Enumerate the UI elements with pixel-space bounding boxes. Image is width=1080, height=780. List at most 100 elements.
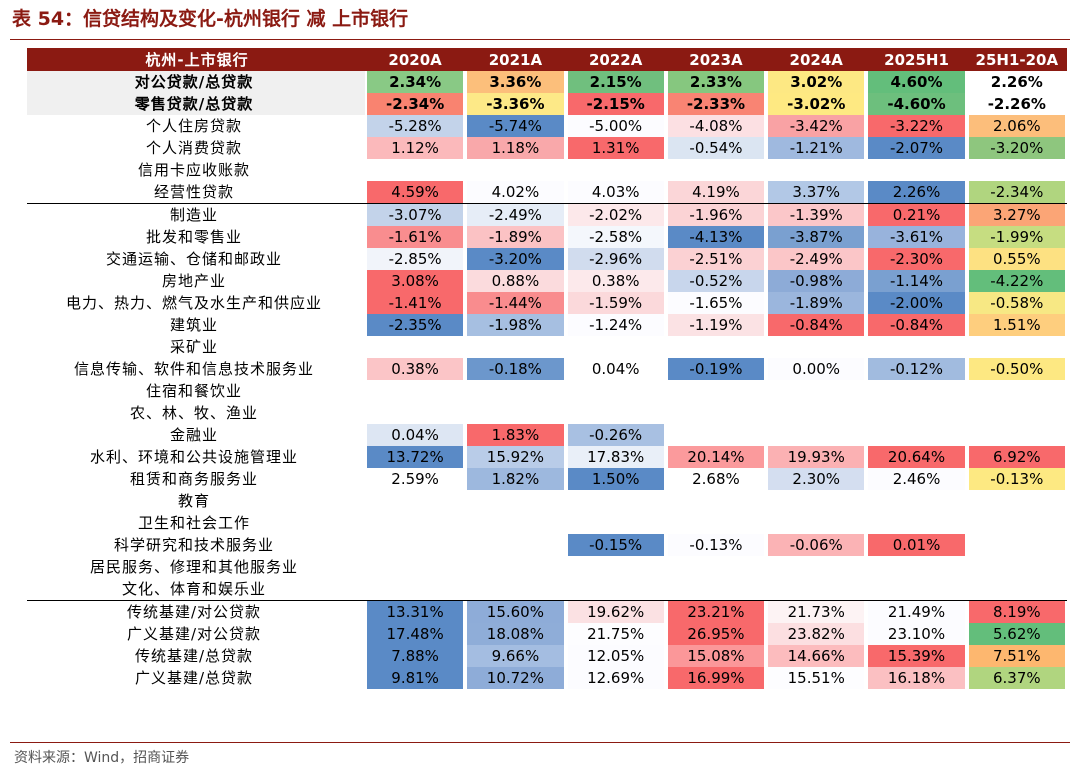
value-text: -2.49% bbox=[467, 204, 564, 226]
value-text: 10.72% bbox=[467, 667, 564, 689]
value-cell: 15.51% bbox=[766, 667, 866, 689]
value-cell: 7.88% bbox=[365, 645, 465, 667]
value-cell: -4.60% bbox=[866, 93, 966, 115]
header-row: 杭州-上市银行 2020A 2021A 2022A 2023A 2024A 20… bbox=[27, 48, 1067, 71]
value-cell: 4.59% bbox=[365, 181, 465, 204]
value-cell: 3.08% bbox=[365, 270, 465, 292]
value-text bbox=[868, 336, 964, 358]
value-cell: 2.26% bbox=[967, 71, 1067, 93]
value-text: 26.95% bbox=[667, 623, 765, 645]
value-cell: 2.06% bbox=[967, 115, 1067, 137]
value-text: 3.27% bbox=[968, 204, 1065, 226]
value-text: 2.26% bbox=[968, 71, 1065, 93]
value-cell bbox=[866, 578, 966, 601]
table-row: 居民服务、修理和其他服务业 bbox=[27, 556, 1067, 578]
value-text: 5.62% bbox=[968, 623, 1065, 645]
value-text bbox=[367, 534, 463, 556]
value-text: 0.04% bbox=[366, 424, 464, 446]
value-text: 6.37% bbox=[968, 667, 1065, 689]
value-cell: 19.62% bbox=[565, 600, 666, 623]
value-text bbox=[969, 336, 1065, 358]
value-text: -2.35% bbox=[366, 314, 464, 336]
header-change: 25H1-20A bbox=[966, 48, 1067, 71]
value-cell bbox=[666, 380, 766, 402]
value-cell: 14.66% bbox=[766, 645, 866, 667]
value-cell: -4.22% bbox=[967, 270, 1067, 292]
value-cell bbox=[967, 336, 1067, 358]
value-cell: -5.00% bbox=[566, 115, 666, 137]
value-text: -1.14% bbox=[868, 270, 965, 292]
value-text bbox=[668, 578, 764, 600]
value-cell bbox=[365, 556, 465, 578]
value-cell: 9.66% bbox=[465, 645, 565, 667]
value-text: -1.61% bbox=[366, 226, 464, 248]
header-2023a: 2023A bbox=[665, 48, 767, 71]
row-label: 信用卡应收账款 bbox=[137, 161, 250, 179]
value-cell: 13.31% bbox=[364, 600, 466, 623]
value-text: 2.59% bbox=[366, 468, 464, 490]
value-text: 23.82% bbox=[768, 623, 865, 645]
value-cell bbox=[465, 512, 565, 534]
value-text: -2.58% bbox=[567, 226, 664, 248]
table-title: 表 54：信贷结构及变化-杭州银行 减 上市银行 bbox=[12, 8, 409, 30]
value-text bbox=[969, 534, 1065, 556]
value-cell bbox=[967, 512, 1067, 534]
value-cell bbox=[566, 380, 666, 402]
value-cell bbox=[465, 578, 565, 601]
table-row: 房地产业 3.08% 0.88% 0.38% -0.52% -0.98% -1.14% -4.… bbox=[27, 270, 1067, 292]
value-cell: 4.03% bbox=[566, 181, 666, 204]
value-text bbox=[467, 534, 563, 556]
loan-structure-table: 杭州-上市银行 2020A 2021A 2022A 2023A 2024A 20… bbox=[27, 48, 1067, 689]
value-cell: 2.33% bbox=[666, 71, 766, 93]
value-cell: 2.30% bbox=[766, 468, 866, 490]
value-cell bbox=[967, 380, 1067, 402]
value-text: -1.44% bbox=[467, 292, 564, 314]
value-cell: -3.87% bbox=[766, 226, 866, 248]
value-text bbox=[768, 380, 864, 402]
value-text: -4.22% bbox=[968, 270, 1065, 292]
value-text bbox=[969, 402, 1065, 424]
table-row: 传统基建/总贷款 7.88% 9.66% 12.05% 15.08% 14.66% 15.3… bbox=[27, 645, 1067, 667]
value-cell bbox=[566, 578, 666, 601]
value-text: 14.66% bbox=[768, 645, 865, 667]
value-cell: -2.85% bbox=[365, 248, 465, 270]
value-text: -0.18% bbox=[467, 358, 564, 380]
value-cell: 0.01% bbox=[866, 534, 966, 556]
value-cell: 0.04% bbox=[365, 424, 465, 446]
value-text bbox=[367, 490, 463, 512]
value-cell bbox=[866, 159, 966, 181]
table-row: 教育 bbox=[27, 490, 1067, 512]
value-cell: 0.88% bbox=[465, 270, 565, 292]
value-text bbox=[668, 424, 764, 446]
value-cell bbox=[666, 159, 766, 181]
value-cell: 3.27% bbox=[966, 203, 1067, 226]
row-label: 个人消费贷款 bbox=[145, 139, 242, 157]
header-2020a: 2020A bbox=[364, 48, 466, 71]
value-text: -0.19% bbox=[667, 358, 765, 380]
value-text: 16.99% bbox=[667, 667, 765, 689]
value-text bbox=[868, 380, 964, 402]
value-text: 1.50% bbox=[567, 468, 664, 490]
value-cell: 7.51% bbox=[967, 645, 1067, 667]
value-text: -1.39% bbox=[768, 204, 865, 226]
value-text: 2.30% bbox=[768, 468, 865, 490]
value-text bbox=[367, 159, 463, 181]
value-cell: 1.31% bbox=[566, 137, 666, 159]
value-text: 12.05% bbox=[567, 645, 664, 667]
value-cell: 23.21% bbox=[665, 600, 767, 623]
value-cell: -0.12% bbox=[866, 358, 966, 380]
table-row: 交通运输、仓储和邮政业 -2.85% -3.20% -2.96% -2.51% -2.49… bbox=[27, 248, 1067, 270]
value-cell bbox=[766, 380, 866, 402]
value-cell bbox=[365, 512, 465, 534]
value-text bbox=[868, 556, 964, 578]
value-cell bbox=[465, 159, 565, 181]
value-cell bbox=[465, 336, 565, 358]
row-label: 交通运输、仓储和邮政业 bbox=[105, 250, 282, 268]
value-cell bbox=[967, 490, 1067, 512]
row-label: 居民服务、修理和其他服务业 bbox=[89, 558, 298, 576]
value-text bbox=[768, 402, 864, 424]
value-cell: -2.00% bbox=[866, 292, 966, 314]
value-text: -0.06% bbox=[768, 534, 865, 556]
value-text: 18.08% bbox=[467, 623, 564, 645]
title-rule bbox=[10, 39, 1070, 40]
